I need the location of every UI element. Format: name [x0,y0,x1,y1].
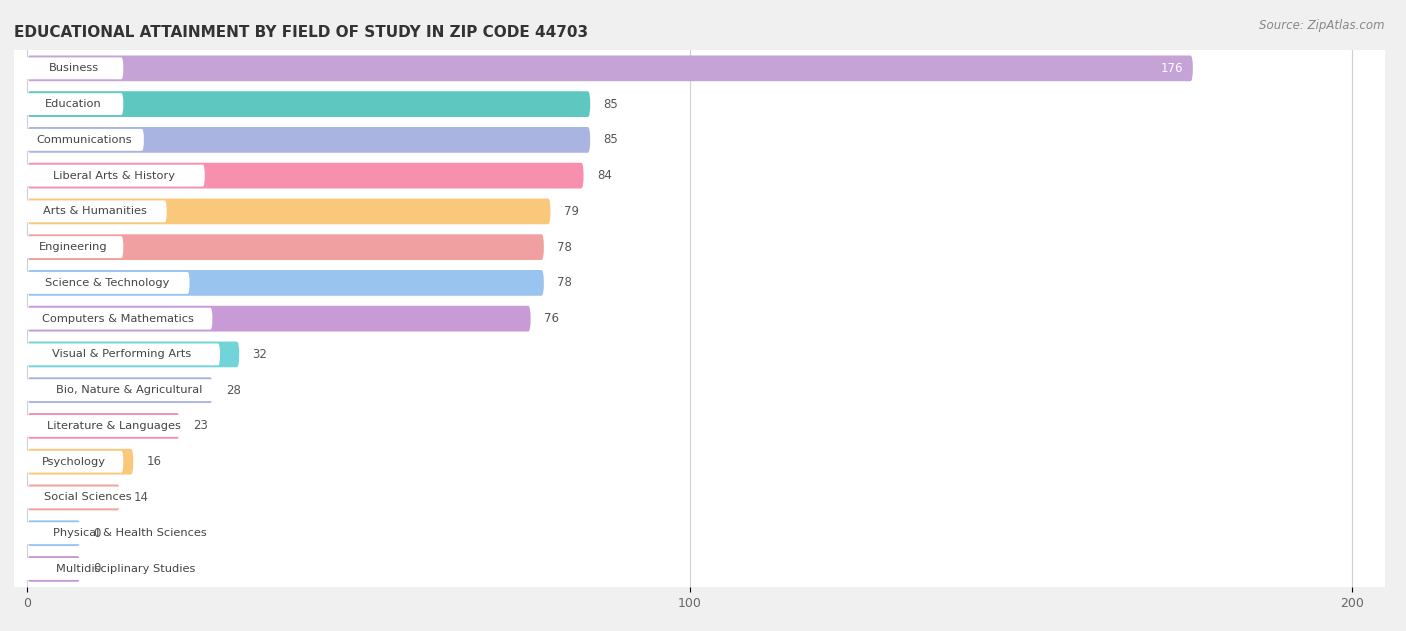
Text: Psychology: Psychology [42,457,105,467]
Text: 85: 85 [603,133,619,146]
FancyBboxPatch shape [27,91,591,117]
FancyBboxPatch shape [0,372,1385,408]
Text: Bio, Nature & Agricultural: Bio, Nature & Agricultural [56,385,202,395]
Text: Liberal Arts & History: Liberal Arts & History [53,170,176,180]
Text: 14: 14 [134,491,148,504]
Text: Engineering: Engineering [39,242,108,252]
FancyBboxPatch shape [27,341,239,367]
FancyBboxPatch shape [24,93,124,115]
FancyBboxPatch shape [27,56,1192,81]
FancyBboxPatch shape [24,129,143,151]
FancyBboxPatch shape [27,127,591,153]
FancyBboxPatch shape [0,408,1385,444]
FancyBboxPatch shape [24,308,212,329]
Text: Social Sciences: Social Sciences [44,492,132,502]
FancyBboxPatch shape [24,236,124,258]
FancyBboxPatch shape [0,336,1385,372]
Text: 78: 78 [557,276,572,290]
FancyBboxPatch shape [24,57,124,80]
Text: Visual & Performing Arts: Visual & Performing Arts [52,350,191,360]
Text: 85: 85 [603,98,619,110]
Text: Physical & Health Sciences: Physical & Health Sciences [53,528,207,538]
FancyBboxPatch shape [24,487,152,509]
FancyBboxPatch shape [27,377,212,403]
FancyBboxPatch shape [24,558,228,580]
Text: Literature & Languages: Literature & Languages [48,421,181,431]
FancyBboxPatch shape [24,272,190,294]
Text: 16: 16 [146,455,162,468]
FancyBboxPatch shape [27,485,120,510]
Text: EDUCATIONAL ATTAINMENT BY FIELD OF STUDY IN ZIP CODE 44703: EDUCATIONAL ATTAINMENT BY FIELD OF STUDY… [14,25,588,40]
FancyBboxPatch shape [0,551,1385,587]
Text: 23: 23 [193,420,208,432]
FancyBboxPatch shape [0,444,1385,480]
FancyBboxPatch shape [0,50,1385,86]
Text: 28: 28 [226,384,240,397]
FancyBboxPatch shape [27,306,530,331]
FancyBboxPatch shape [27,163,583,189]
FancyBboxPatch shape [24,522,235,544]
Text: Science & Technology: Science & Technology [45,278,169,288]
FancyBboxPatch shape [24,379,235,401]
FancyBboxPatch shape [27,234,544,260]
Text: 76: 76 [544,312,558,325]
FancyBboxPatch shape [0,480,1385,516]
FancyBboxPatch shape [27,199,551,224]
FancyBboxPatch shape [27,556,80,582]
FancyBboxPatch shape [24,343,219,365]
FancyBboxPatch shape [0,86,1385,122]
FancyBboxPatch shape [0,122,1385,158]
FancyBboxPatch shape [24,415,205,437]
FancyBboxPatch shape [0,194,1385,229]
Text: 79: 79 [564,205,579,218]
FancyBboxPatch shape [0,229,1385,265]
FancyBboxPatch shape [0,265,1385,301]
Text: Source: ZipAtlas.com: Source: ZipAtlas.com [1260,19,1385,32]
FancyBboxPatch shape [24,201,167,222]
FancyBboxPatch shape [27,449,134,475]
Text: Arts & Humanities: Arts & Humanities [44,206,148,216]
Text: Communications: Communications [37,135,132,145]
Text: 0: 0 [94,562,101,575]
FancyBboxPatch shape [24,165,205,187]
Text: Business: Business [49,63,98,73]
Text: Education: Education [45,99,103,109]
FancyBboxPatch shape [27,521,80,546]
FancyBboxPatch shape [0,301,1385,336]
Text: Multidisciplinary Studies: Multidisciplinary Studies [56,564,195,574]
Text: 176: 176 [1160,62,1182,75]
Text: 84: 84 [596,169,612,182]
Text: 0: 0 [94,527,101,540]
Text: Computers & Mathematics: Computers & Mathematics [42,314,194,324]
FancyBboxPatch shape [0,516,1385,551]
Text: 78: 78 [557,240,572,254]
Text: 32: 32 [253,348,267,361]
FancyBboxPatch shape [27,413,180,439]
FancyBboxPatch shape [24,451,124,473]
FancyBboxPatch shape [0,158,1385,194]
FancyBboxPatch shape [27,270,544,296]
